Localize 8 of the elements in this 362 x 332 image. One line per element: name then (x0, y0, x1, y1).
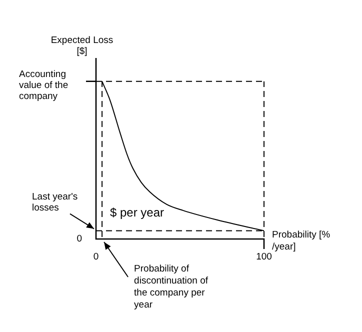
text: 0 (76, 234, 82, 245)
ref-line-label: Probability of discontinuation of the company per year (134, 264, 208, 311)
ref-line-label: Accounting value of the company (19, 68, 68, 102)
y-axis-title: Expected Loss [$] (50, 35, 114, 57)
x-tick-label: 100 (256, 251, 272, 262)
ref-line-label: Last year's losses (32, 191, 78, 214)
x-axis-title: Probability [% /year] (272, 230, 331, 253)
annotation: $ per year (110, 205, 164, 220)
